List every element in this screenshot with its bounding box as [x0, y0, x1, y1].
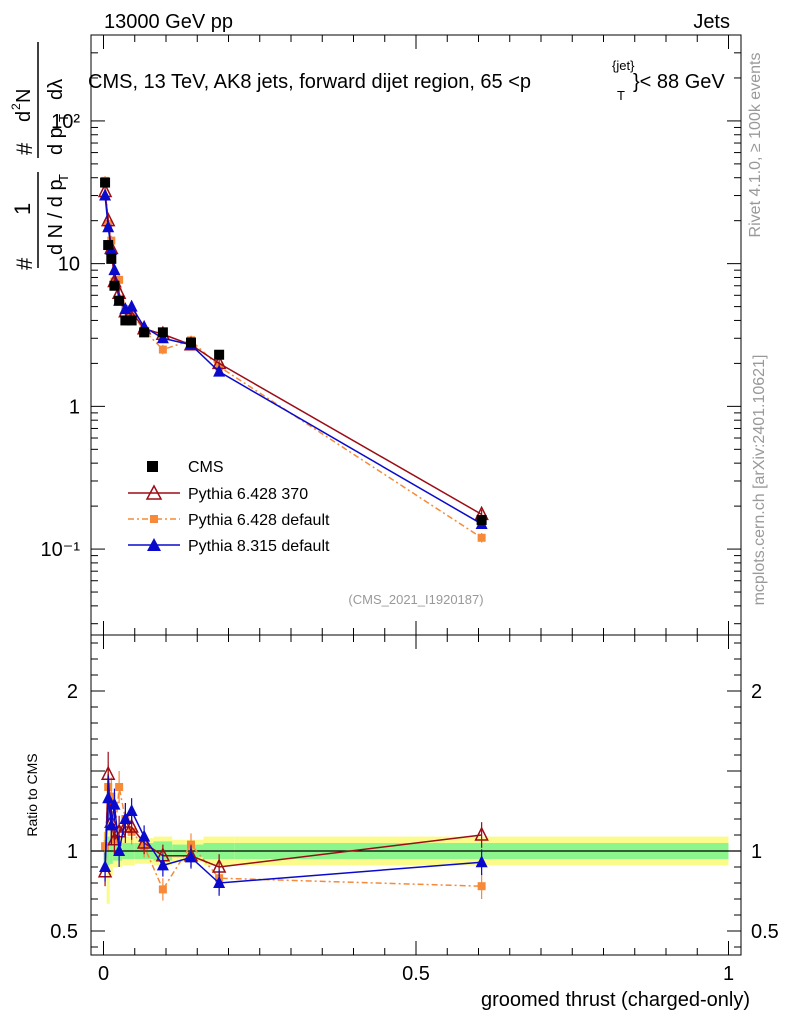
- x-tick-label: 0: [98, 963, 109, 985]
- ratio-series: [97, 751, 489, 901]
- point-cms: [103, 240, 114, 251]
- y-tick-label: 10: [58, 254, 80, 276]
- y-label-dlambda: dλ: [45, 79, 67, 100]
- plot-title-main: CMS, 13 TeV, AK8 jets, forward dijet reg…: [88, 71, 531, 93]
- ratio-y-tick-label: 2: [67, 681, 78, 703]
- point-cms: [139, 327, 150, 338]
- point-py8: [213, 364, 226, 377]
- point-py8: [108, 263, 121, 276]
- y-label-hash-1: #: [12, 257, 37, 270]
- header-energy: 13000 GeV pp: [104, 11, 233, 33]
- analysis-id: (CMS_2021_I1920187): [348, 592, 483, 607]
- ratio-series-py6_default: [101, 764, 486, 901]
- x-tick-label: 0.5: [402, 963, 430, 985]
- point-cms: [114, 295, 125, 306]
- legend-label-py6-370: Pythia 6.428 370: [188, 486, 308, 503]
- y-tick-label: 10²: [51, 111, 80, 133]
- legend-marker-py6-default: [150, 515, 158, 523]
- ratio-plot-frame: [90, 634, 742, 956]
- y-label-denominator: d N / d p: [45, 179, 67, 255]
- header-jets: Jets: [693, 11, 730, 33]
- y-label-dpt: d p: [45, 127, 67, 155]
- ratio-point-py8: [138, 829, 151, 842]
- ratio-point-py6_default: [158, 885, 167, 894]
- ratio-y-tick-label-right: 0.5: [751, 921, 779, 943]
- ratio-point-py8: [105, 818, 118, 831]
- plot-title-sup: {jet}: [612, 58, 635, 73]
- ratio-point-py8: [119, 812, 132, 824]
- point-cms: [120, 315, 131, 326]
- ratio-point-py6_370: [474, 826, 489, 841]
- ratio-point-py8: [108, 797, 121, 810]
- ratio-point-py6_default: [115, 783, 124, 791]
- point-cms: [476, 514, 487, 525]
- series-cms: [100, 177, 487, 525]
- series-line-py8: [104, 195, 483, 525]
- y-label-n: N: [13, 89, 35, 103]
- ratio-y-label: Ratio to CMS: [24, 753, 40, 836]
- ratio-point-py8: [185, 850, 197, 863]
- y-label-denominator-sub: T: [56, 174, 71, 182]
- ratio-y-tick-label-right: 1: [751, 841, 762, 863]
- legend: CMS Pythia 6.428 370 Pythia 6.428 defaul…: [128, 459, 330, 555]
- y-tick-label: 10⁻¹: [41, 539, 81, 561]
- point-cms: [109, 280, 120, 291]
- ratio-point-py6_default: [477, 882, 486, 891]
- point-py8: [102, 220, 115, 233]
- rivet-version-label: Rivet 4.1.0, ≥ 100k events: [747, 53, 764, 238]
- point-py8: [99, 188, 112, 201]
- ratio-y-tick-label: 1: [67, 841, 78, 863]
- point-cms: [100, 177, 111, 188]
- point-py6_default: [477, 533, 486, 542]
- y-axis-label: # 1 d N / d p T # d 2 N d p T dλ: [9, 42, 71, 270]
- legend-label-py8: Pythia 8.315 default: [188, 538, 330, 555]
- legend-marker-py6-370: [145, 484, 163, 500]
- plot-title-tail: }< 88 GeV: [633, 71, 725, 93]
- data-series: [97, 176, 489, 543]
- ratio-point-py8: [475, 855, 488, 868]
- ratio-y-tick-label: 0.5: [50, 921, 78, 943]
- point-cms: [126, 315, 137, 326]
- y-label-power: 2: [9, 103, 23, 110]
- y-label-dpt-sub: T: [56, 114, 71, 122]
- y-label-d: d: [13, 111, 35, 122]
- ratio-point-py6_370: [124, 818, 139, 833]
- mcplots-label: mcplots.cern.ch [arXiv:2401.10621]: [751, 355, 768, 606]
- x-tick-label: 1: [723, 963, 734, 985]
- point-cms: [157, 327, 168, 338]
- series-line-py6_default: [104, 180, 483, 539]
- ratio-uncertainty-bands: [91, 798, 741, 904]
- legend-label-cms: CMS: [188, 459, 224, 476]
- ratio-point-py8: [102, 791, 115, 804]
- y-tick-label: 1: [69, 396, 80, 418]
- legend-marker-py8: [147, 538, 161, 551]
- y-label-hash-2: #: [12, 142, 37, 155]
- series-py8: [99, 188, 488, 529]
- point-cms: [214, 349, 225, 360]
- ratio-series-py8: [99, 775, 488, 896]
- point-py8: [125, 299, 138, 312]
- point-cms: [106, 253, 117, 264]
- axes-ticks: 0 0.5 1 10⁻¹ 1 10 10² 0.5 0.5 1 1 2 2: [41, 34, 779, 985]
- ratio-point-py8: [213, 876, 226, 888]
- ratio-point-py6_default: [101, 842, 110, 851]
- ratio-y-tick-label-right: 2: [751, 681, 762, 703]
- point-cms: [186, 337, 196, 348]
- x-axis-label: groomed thrust (charged-only): [481, 989, 750, 1011]
- ratio-point-py8: [113, 844, 126, 856]
- point-py6_default: [158, 345, 167, 354]
- ratio-point-py6_default: [107, 792, 116, 801]
- plot-title-sub: T: [617, 88, 625, 103]
- ratio-point-py8: [99, 860, 112, 872]
- legend-label-py6-default: Pythia 6.428 default: [188, 512, 330, 529]
- ratio-point-py8: [156, 858, 169, 871]
- legend-marker-cms: [147, 461, 158, 472]
- plot-title: CMS, 13 TeV, AK8 jets, forward dijet reg…: [88, 58, 725, 103]
- y-label-one: 1: [10, 203, 35, 215]
- ratio-point-py8: [125, 804, 138, 816]
- point-py6_default: [115, 275, 124, 284]
